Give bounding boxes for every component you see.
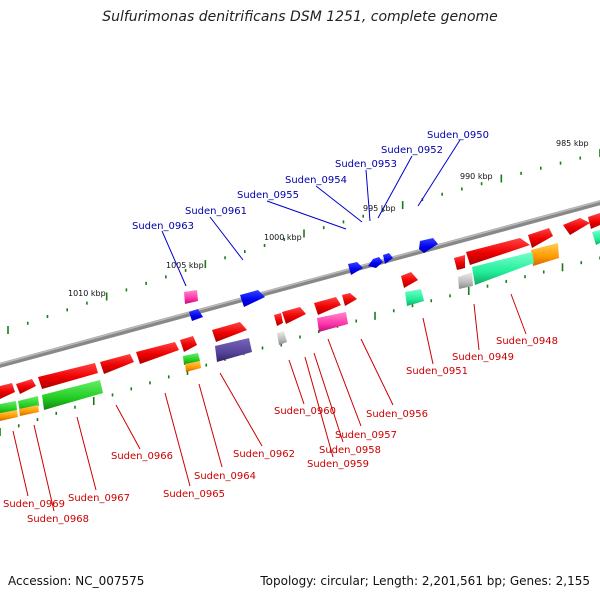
genome-backbone-highlight (0, 200, 600, 365)
scale-label: 985 kbp (556, 139, 589, 148)
gene-label: Suden_0957 (335, 430, 397, 441)
gene-red (466, 238, 530, 265)
gene-label: Suden_0956 (366, 409, 428, 420)
top-gene-labels: Suden_0950 Suden_0952 Suden_0953 Suden_0… (132, 130, 489, 232)
gene-red (212, 322, 247, 342)
gene-red (401, 272, 418, 288)
gene-label: Suden_0959 (307, 459, 369, 470)
gene-label: Suden_0953 (335, 159, 397, 170)
gene-suden-0960-grey (277, 331, 287, 345)
gene-label: Suden_0952 (381, 145, 443, 156)
gene-label: Suden_0967 (68, 493, 130, 504)
gene-label: Suden_0960 (274, 406, 336, 417)
bottom-gene-labels: Suden_0948 Suden_0949 Suden_0951 Suden_0… (3, 336, 558, 525)
gene-red (314, 297, 341, 315)
accession-text: Accession: NC_007575 (8, 574, 145, 588)
gene-red (136, 342, 179, 364)
gene-label: Suden_0951 (406, 366, 468, 377)
gene-suden-0964-orange (185, 361, 201, 372)
gene-suden-0961 (240, 290, 265, 307)
gene-label: Suden_0965 (163, 489, 225, 500)
gene-suden-0948-mint (592, 230, 600, 245)
gene-suden-0957-magenta (317, 312, 348, 332)
scale-label: 1000 kbp (264, 233, 302, 242)
gene-suden-0967-green (42, 380, 103, 410)
gene-label: Suden_0966 (111, 451, 173, 462)
gene-suden-0963 (189, 309, 203, 321)
lower-track-genes (0, 230, 600, 421)
gene-suden-0953 (368, 257, 383, 268)
gene-suden-0963-pink (184, 290, 198, 304)
gene-label: Suden_0964 (194, 471, 256, 482)
gene-red (454, 255, 465, 270)
gene-red (16, 379, 36, 394)
scale-label: 995 kbp (363, 204, 396, 213)
leader-lines (12, 139, 527, 512)
gene-label: Suden_0969 (3, 499, 65, 510)
gene-red (0, 383, 15, 399)
gene-suden-0954 (348, 262, 363, 275)
genome-backbone (0, 200, 600, 368)
gene-label: Suden_0963 (132, 221, 194, 232)
gene-suden-0962-purple (215, 338, 252, 362)
gene-red (528, 228, 553, 248)
gene-suden-0969-orange (0, 410, 18, 421)
gene-label: Suden_0950 (427, 130, 489, 141)
gene-red (588, 213, 600, 229)
gene-suden-0950 (419, 238, 438, 253)
scale-label: 1010 kbp (68, 289, 106, 298)
gene-label: Suden_0962 (233, 449, 295, 460)
gene-suden-0949-mint (472, 252, 534, 285)
gene-suden-0949-grey (458, 272, 473, 289)
gene-label: Suden_0954 (285, 175, 347, 186)
upper-track-genes (184, 238, 438, 321)
gene-suden-0968-orange (19, 405, 39, 416)
gene-red (180, 336, 197, 352)
scale-label: 1005 kbp (166, 261, 204, 270)
gene-suden-0952 (383, 253, 393, 264)
gene-red (282, 307, 306, 324)
gene-label: Suden_0948 (496, 336, 558, 347)
gene-red (563, 218, 590, 235)
gene-red (274, 313, 283, 326)
gene-red (38, 363, 98, 389)
scale-labels: 985 kbp 990 kbp 995 kbp 1000 kbp 1005 kb… (68, 139, 589, 298)
gene-red (100, 354, 134, 374)
gene-label: Suden_0958 (319, 445, 381, 456)
gene-suden-0968-green (18, 396, 39, 412)
genome-summary-text: Topology: circular; Length: 2,201,561 bp… (260, 574, 590, 588)
scale-label: 990 kbp (460, 172, 493, 181)
gene-suden-0951-mint (405, 289, 424, 306)
gene-red (342, 293, 357, 306)
page-title: Sulfurimonas denitrificans DSM 1251, com… (102, 9, 498, 25)
gene-label: Suden_0968 (27, 514, 89, 525)
gene-label: Suden_0949 (452, 352, 514, 363)
main-track-genes (0, 213, 600, 399)
gene-label: Suden_0961 (185, 206, 247, 217)
gene-suden-0969-green (0, 401, 17, 415)
gene-suden-0948-orange (531, 243, 559, 266)
gene-label: Suden_0955 (237, 190, 299, 201)
